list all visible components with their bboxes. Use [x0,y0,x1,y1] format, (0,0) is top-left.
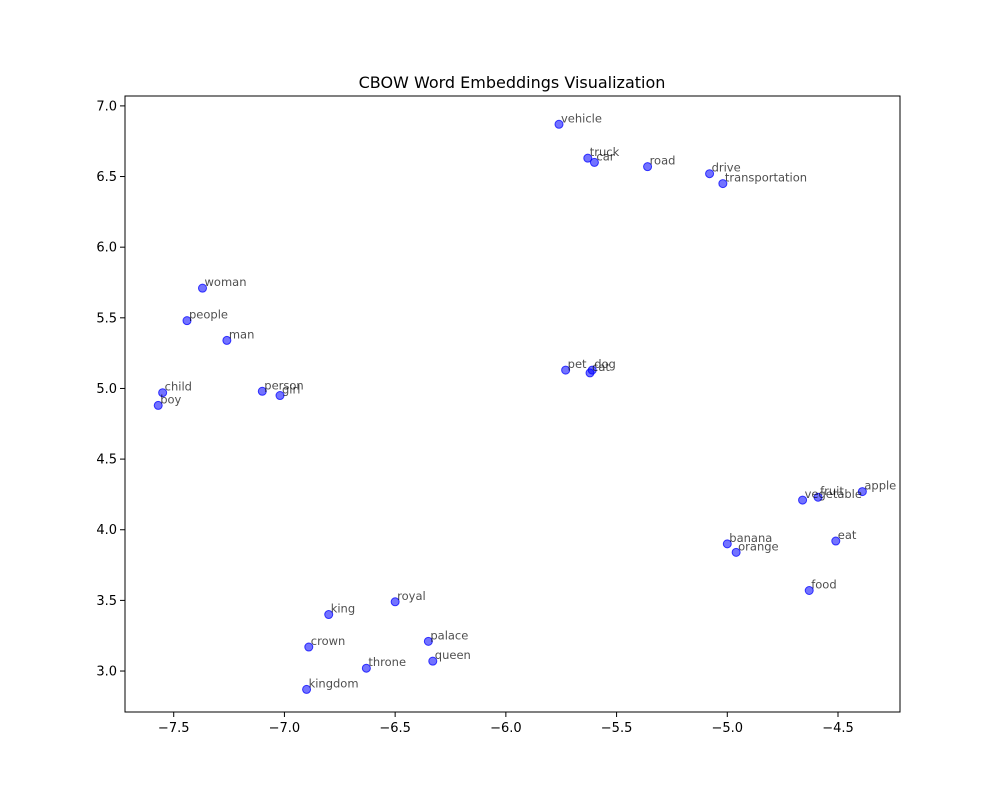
point-label: car [596,149,614,163]
x-tick-label: −4.5 [822,721,854,736]
y-tick-label: 3.0 [96,665,117,680]
data-point [182,316,192,326]
data-point [198,283,207,293]
point-label: banana [729,531,772,545]
point-label: dog [594,357,616,371]
chart-title: CBOW Word Embeddings Visualization [359,73,666,92]
point-label: orange [738,539,778,553]
data-point [718,179,728,189]
data-point [585,368,595,378]
y-tick-label: 6.0 [96,241,117,256]
point-label: queen [435,648,471,662]
y-tick-label: 4.5 [96,453,117,468]
data-point [643,162,653,172]
data-point [561,365,571,375]
data-point [583,153,593,163]
data-point [722,539,732,549]
data-point [705,169,715,179]
data-point [798,495,808,505]
x-tick-label: −6.0 [490,721,522,736]
y-tick-label: 5.5 [96,311,117,326]
x-tick-label: −7.5 [158,721,190,736]
point-label: kingdom [309,676,359,690]
data-point [361,663,371,673]
point-label: man [229,327,255,341]
point-label: palace [430,628,468,642]
point-label: crown [311,634,346,648]
data-point [428,656,438,666]
point-label: pet [568,357,587,371]
data-point [275,391,285,401]
x-tick-label: −5.0 [711,721,743,736]
plot-frame [124,95,901,713]
y-tick-label: 6.5 [96,170,117,185]
x-tick-label: −6.5 [379,721,411,736]
point-label: child [165,380,192,394]
data-point [423,636,433,646]
point-label: woman [205,275,247,289]
point-label: eat [838,528,857,542]
y-tick-label: 5.0 [96,382,117,397]
data-point [257,386,267,396]
point-label: boy [160,392,181,406]
point-label: people [189,308,228,322]
x-tick-label: −5.5 [601,721,633,736]
data-point [731,547,741,557]
data-point [857,487,867,497]
x-tick-label: −7.0 [269,721,301,736]
point-label: apple [864,479,896,493]
y-tick-label: 3.5 [96,594,117,609]
point-label: person [264,378,303,392]
point-label: road [650,154,676,168]
data-point [304,642,314,652]
axes-layer: −7.5 −7.0 −6.5 −6.0 −5.5 −5.0 −4.5 3.0 3.5 4.0 4.5… [96,95,901,736]
point-label: king [331,602,355,616]
data-point [831,536,841,546]
point-label: transportation [725,171,807,185]
point-label: vehicle [561,111,602,125]
data-point [302,684,312,694]
point-label: royal [397,589,426,603]
data-point [804,585,814,595]
data-point [158,388,168,398]
data-point [589,157,599,167]
point-label: girl [282,383,300,397]
point-label: cat [592,360,610,374]
data-point [390,597,400,607]
point-label: fruit [820,484,844,498]
data-point [554,119,564,129]
point-label: drive [712,161,741,175]
point-label: vegetable [805,487,862,501]
point-label: throne [368,655,406,669]
y-tick-label: 4.0 [96,523,117,538]
y-tick-label: 7.0 [96,99,117,114]
point-label: food [811,577,836,591]
data-point [324,610,334,620]
points-layer [153,119,867,694]
data-point [222,335,232,345]
data-point [813,492,823,502]
data-point [153,400,163,410]
point-label: truck [590,145,620,159]
